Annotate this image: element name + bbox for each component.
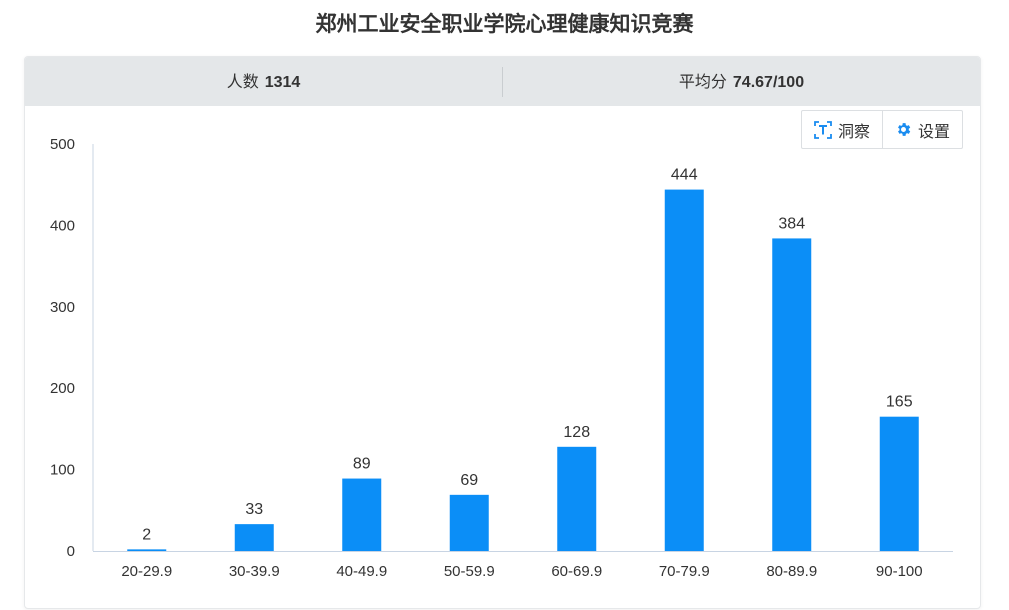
stat-average-label: 平均分 [678,71,727,91]
stat-count-label: 人数 [226,71,259,91]
stat-count: 人数 1314 [25,57,502,107]
settings-button[interactable]: 设置 [882,111,962,148]
chart-card: 人数 1314 平均分 74.67/100 洞察 设置 [24,56,981,609]
stats-bar: 人数 1314 平均分 74.67/100 [25,57,980,106]
stat-average: 平均分 74.67/100 [503,57,980,107]
page-title: 郑州工业安全职业学院心理健康知识竞赛 [315,12,694,36]
chart-toolbar: 洞察 设置 [801,110,964,149]
gear-icon [898,123,911,136]
stat-count-value: 1314 [264,73,301,91]
settings-label: 设置 [918,121,951,141]
insight-label: 洞察 [838,121,871,141]
stat-average-value: 74.67/100 [732,73,805,91]
insight-button[interactable]: 洞察 [802,111,882,148]
stat-divider [502,66,503,97]
insight-icon [814,120,832,139]
